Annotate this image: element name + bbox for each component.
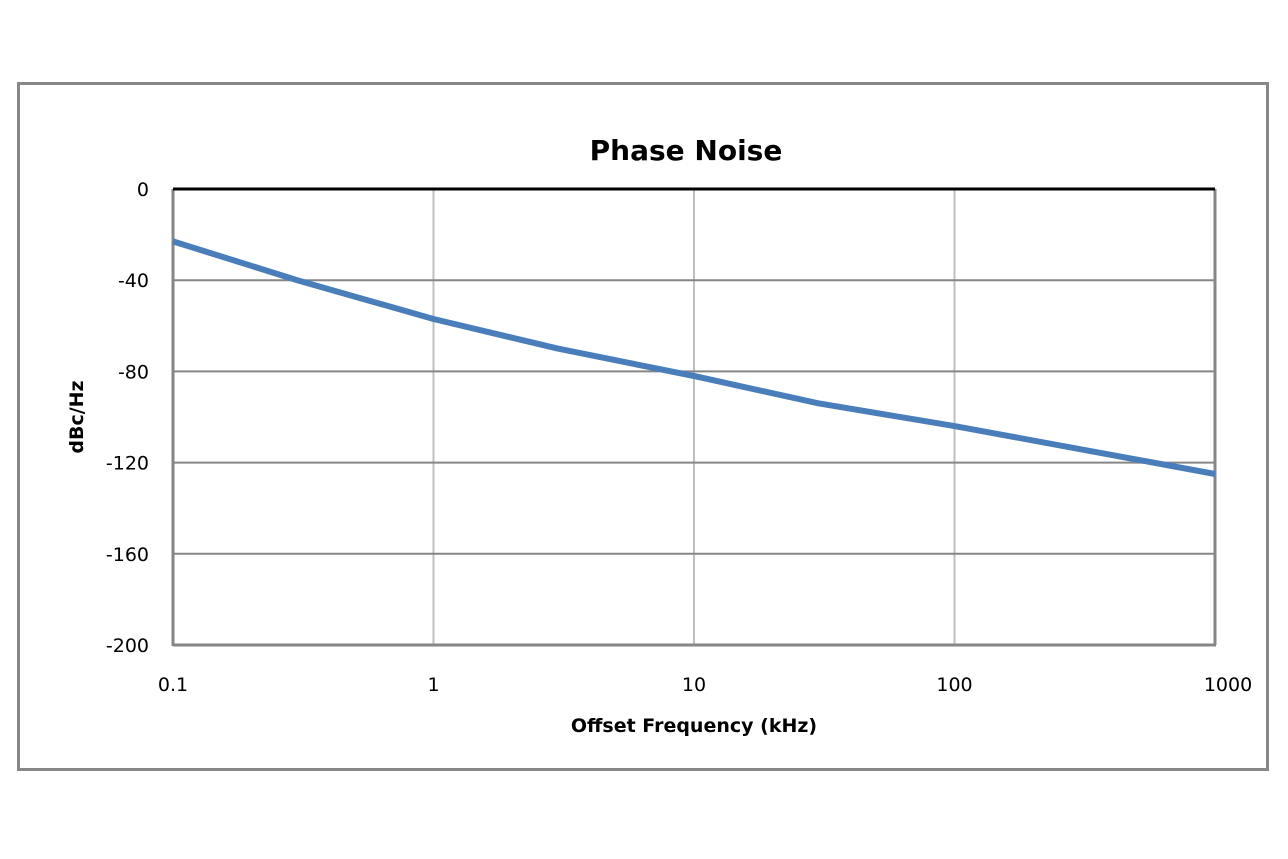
grid-lines — [173, 189, 1215, 645]
y-tick-label: -200 — [106, 635, 149, 657]
y-axis-label: dBc/Hz — [66, 380, 88, 453]
x-tick-label: 1 — [427, 674, 439, 696]
series-line-phase-noise — [172, 238, 1216, 477]
x-tick-label: 10 — [682, 674, 706, 696]
x-axis-ticks: 0.1 1 10 100 1000 — [158, 674, 1252, 696]
y-tick-label: -120 — [106, 453, 149, 475]
x-tick-label: 0.1 — [158, 674, 188, 696]
chart-canvas: Phase Noise 0 -40 -80 -120 -160 -200 0.1 1 10 10… — [66, 134, 1252, 737]
axes — [171, 187, 1217, 647]
series-lines — [172, 238, 1216, 477]
y-tick-label: -160 — [106, 544, 149, 566]
y-tick-label: -80 — [118, 361, 149, 383]
chart-frame: Phase Noise 0 -40 -80 -120 -160 -200 0.1 1 10 10… — [17, 82, 1269, 771]
x-tick-label: 1000 — [1204, 674, 1252, 696]
y-axis-ticks: 0 -40 -80 -120 -160 -200 — [106, 179, 149, 657]
chart-title: Phase Noise — [590, 134, 783, 167]
y-tick-label: -40 — [118, 270, 149, 292]
x-axis-label: Offset Frequency (kHz) — [571, 715, 817, 737]
x-tick-label: 100 — [936, 674, 972, 696]
y-tick-label: 0 — [137, 179, 149, 201]
